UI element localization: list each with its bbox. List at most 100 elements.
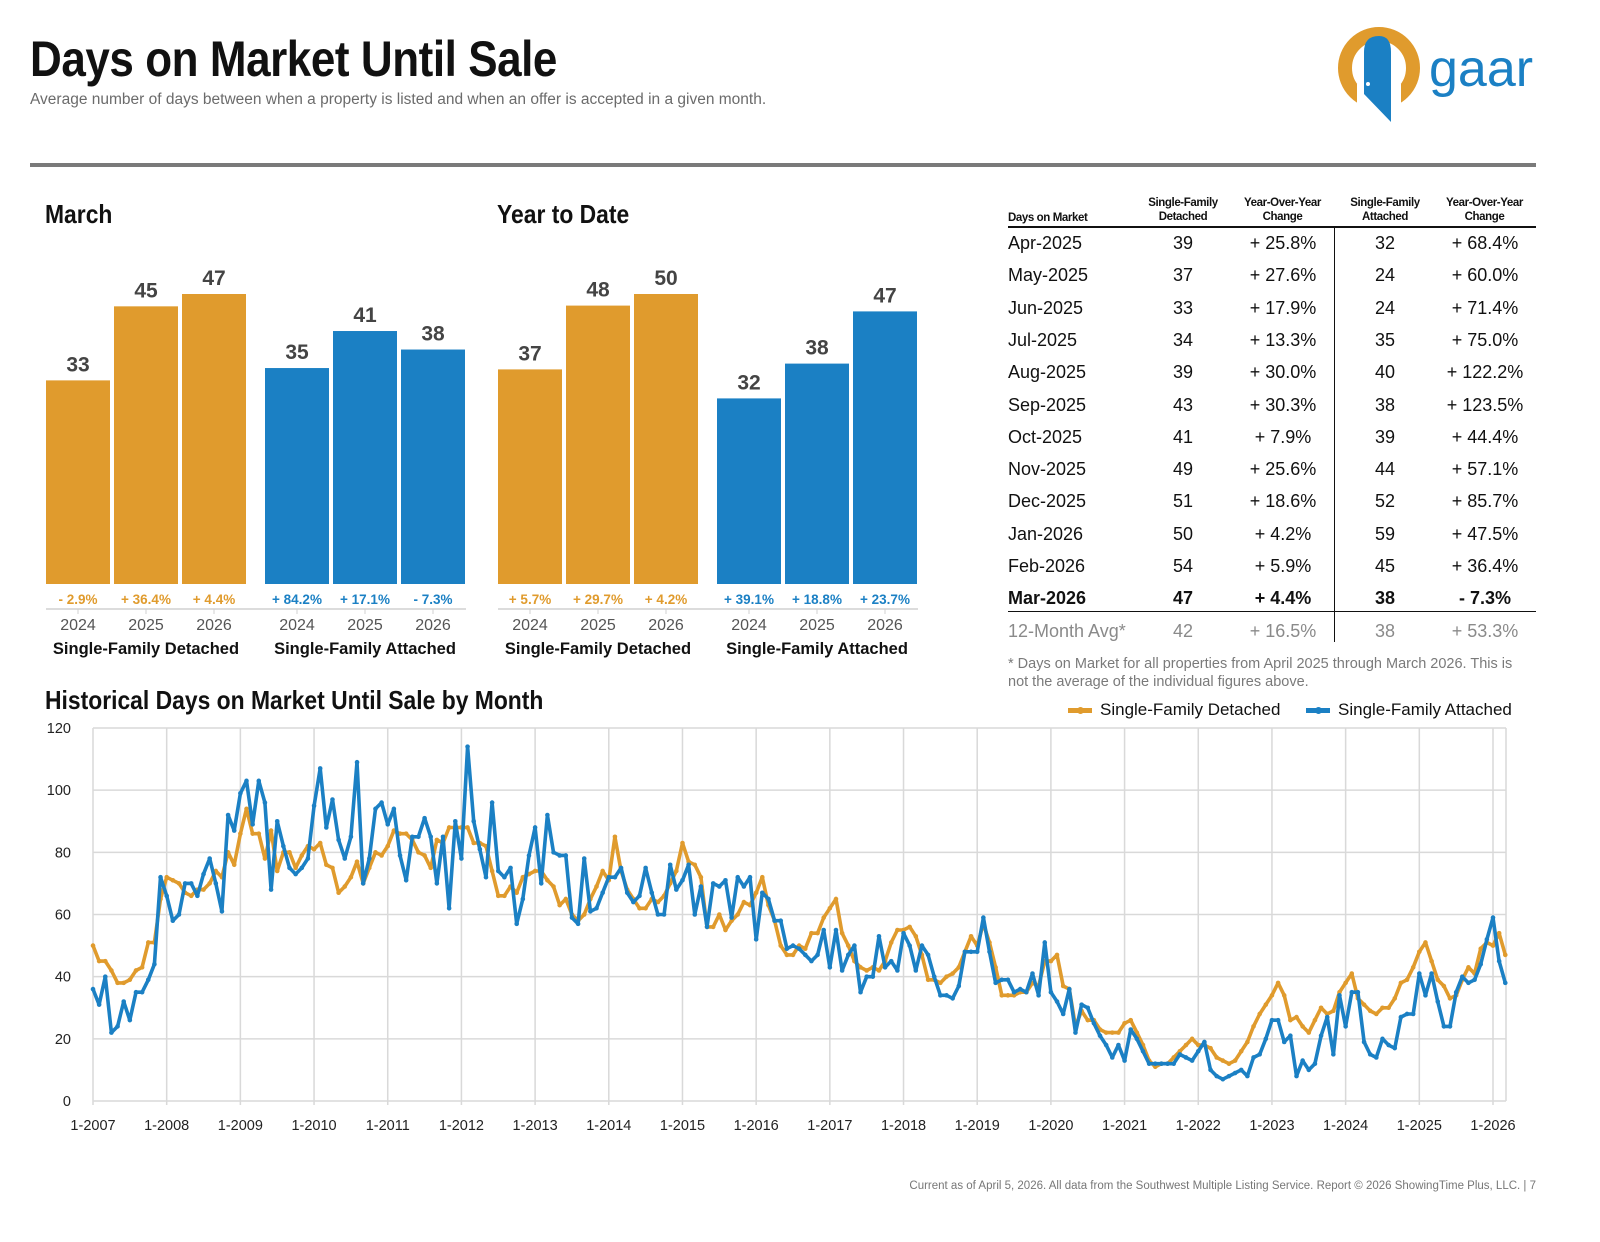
series-point	[790, 952, 796, 958]
series-point	[968, 933, 974, 939]
series-point	[852, 943, 857, 948]
series-point	[1011, 989, 1017, 995]
table-cell-month: Apr-2025	[1008, 233, 1083, 253]
legend-detached: Single-Family Detached	[1068, 700, 1280, 720]
table-cell: + 123.5%	[1446, 394, 1524, 415]
bar-value-label: 33	[66, 353, 89, 376]
series-point	[1091, 1020, 1097, 1026]
series-point	[1263, 1002, 1269, 1007]
series-point	[379, 800, 384, 805]
series-point	[999, 977, 1005, 983]
series-point	[115, 1024, 120, 1029]
series-point	[471, 840, 477, 846]
series-point	[698, 874, 704, 880]
table-row: Dec-2025 51 + 18.6% 52 + 85.7%	[1008, 486, 1536, 518]
table-cell-month: Nov-2025	[1008, 459, 1087, 480]
series-point	[336, 890, 341, 896]
series-point	[244, 778, 249, 784]
bar-year-label: 2026	[648, 617, 684, 634]
bar-value-label: 41	[353, 304, 377, 327]
series-point	[452, 818, 458, 824]
series-point	[1355, 989, 1361, 995]
series-point	[821, 915, 827, 920]
series-point	[459, 856, 464, 861]
series-point	[1245, 1073, 1250, 1079]
table-header-attached: Single-Family Attached	[1350, 197, 1420, 223]
series-point	[1165, 1061, 1170, 1066]
series-point	[815, 930, 820, 936]
series-point	[594, 905, 599, 911]
series-point	[336, 837, 341, 843]
series-point	[219, 909, 225, 914]
table-row: Sep-2025 43 + 30.3% 38 + 123.5%	[1008, 390, 1536, 422]
table-cell: + 25.8%	[1249, 233, 1317, 253]
series-point	[1441, 1024, 1447, 1029]
series-point	[152, 961, 157, 967]
bar-value-label: 37	[518, 342, 541, 365]
x-tick-label: 1-2012	[439, 1118, 484, 1134]
series-point	[1067, 986, 1072, 992]
series-point	[938, 980, 943, 986]
table-cell: 47	[1172, 588, 1194, 609]
table-cell: + 57.1%	[1451, 459, 1519, 480]
series-point	[274, 818, 280, 824]
table-cell: 49	[1172, 459, 1194, 480]
table-cell: + 71.4%	[1451, 297, 1519, 318]
table-cell-month: Jun-2025	[1008, 297, 1084, 318]
series-point	[1024, 989, 1029, 995]
series-point	[1109, 1055, 1115, 1060]
series-point	[723, 878, 728, 883]
series-point	[1496, 930, 1502, 936]
series-point	[833, 896, 839, 902]
series-point	[1435, 999, 1441, 1004]
series-point	[102, 974, 108, 979]
series-point	[895, 927, 900, 933]
series-point	[176, 912, 182, 917]
series-point	[1306, 1067, 1312, 1073]
series-point	[244, 806, 249, 812]
series-point	[231, 828, 237, 833]
series-point	[815, 952, 820, 958]
series-point	[1410, 1011, 1416, 1017]
bar	[717, 398, 781, 584]
series-point	[1195, 1042, 1201, 1048]
series-point	[649, 890, 655, 896]
series-point	[1103, 1042, 1109, 1048]
series-point	[90, 943, 96, 948]
series-point	[747, 874, 753, 880]
series-point	[618, 865, 624, 871]
series-point	[188, 881, 194, 886]
bar-group-label: Single-Family Detached	[53, 640, 239, 658]
series-point	[717, 912, 722, 917]
series-point	[342, 856, 348, 861]
series-point	[1312, 1017, 1318, 1023]
series-point	[231, 862, 237, 868]
series-point	[385, 843, 391, 849]
x-tick-label: 1-2015	[660, 1118, 705, 1134]
table-row: Jul-2025 34 + 13.3% 35 + 75.0%	[1008, 325, 1536, 357]
bar-change-label: + 17.1%	[340, 592, 390, 607]
series-point	[655, 899, 661, 905]
series-point	[729, 915, 734, 920]
x-tick-label: 1-2026	[1470, 1118, 1515, 1134]
series-point	[1134, 1030, 1140, 1035]
series-point	[575, 921, 581, 927]
series-point	[741, 884, 747, 889]
series-point	[1171, 1061, 1177, 1066]
series-point	[1386, 1042, 1391, 1048]
series-point	[661, 912, 667, 917]
series-point	[956, 983, 962, 989]
series-point	[925, 977, 931, 983]
table-cell-month: Feb-2026	[1008, 556, 1086, 576]
x-tick-label: 1-2025	[1397, 1118, 1442, 1134]
series-point	[1337, 993, 1342, 998]
series-point	[102, 958, 108, 964]
table-cell: + 13.3%	[1249, 329, 1317, 350]
series-point	[956, 965, 962, 970]
series-point	[1404, 1011, 1410, 1017]
series-point	[201, 871, 206, 877]
series-point	[440, 834, 446, 840]
table-header-attached-change: Year-Over-Year Change	[1446, 197, 1523, 223]
series-point	[1116, 1042, 1121, 1048]
series-point	[1435, 977, 1441, 983]
